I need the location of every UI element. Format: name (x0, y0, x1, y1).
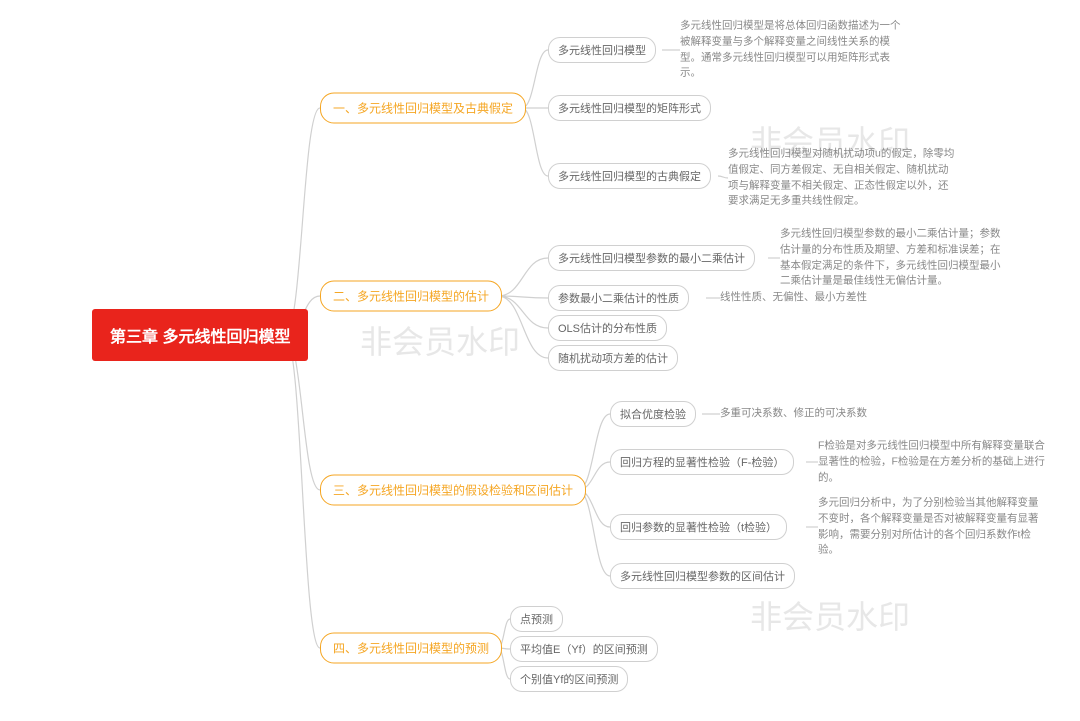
leaf-node[interactable]: OLS估计的分布性质 (548, 315, 667, 341)
note-text: 多元线性回归模型对随机扰动项u的假定，除零均值假定、同方差假定、无自相关假定、随… (728, 147, 958, 210)
note-text: 多元线性回归模型是将总体回归函数描述为一个被解释变量与多个解释变量之间线性关系的… (680, 19, 910, 82)
connector-edge (285, 335, 320, 648)
branch-node[interactable]: 三、多元线性回归模型的假设检验和区间估计 (320, 475, 586, 506)
leaf-node[interactable]: 回归参数的显著性检验（t检验） (610, 514, 787, 540)
connector-edge (498, 296, 548, 328)
note-text: F检验是对多元线性回归模型中所有解释变量联合显著性的检验，F检验是在方差分析的基… (818, 438, 1048, 485)
branch-node[interactable]: 一、多元线性回归模型及古典假定 (320, 93, 526, 124)
root-node[interactable]: 第三章 多元线性回归模型 (92, 309, 308, 361)
leaf-node[interactable]: 多元线性回归模型的矩阵形式 (548, 95, 711, 121)
leaf-node[interactable]: 随机扰动项方差的估计 (548, 345, 678, 371)
connector-edge (522, 108, 548, 176)
connector-edge (285, 108, 320, 335)
leaf-node[interactable]: 拟合优度检验 (610, 401, 696, 427)
connector-edge (498, 296, 548, 358)
leaf-node[interactable]: 个别值Yf的区间预测 (510, 666, 628, 692)
leaf-node[interactable]: 回归方程的显著性检验（F-检验） (610, 449, 794, 475)
watermark-text: 非会员水印 (360, 317, 520, 363)
leaf-node[interactable]: 参数最小二乘估计的性质 (548, 285, 689, 311)
leaf-node[interactable]: 多元线性回归模型参数的最小二乘估计 (548, 245, 755, 271)
branch-node[interactable]: 四、多元线性回归模型的预测 (320, 633, 502, 664)
branch-node[interactable]: 二、多元线性回归模型的估计 (320, 281, 502, 312)
note-text: 多元回归分析中，为了分别检验当其他解释变量不变时，各个解释变量是否对被解释变量有… (818, 496, 1048, 559)
note-text: 多元线性回归模型参数的最小二乘估计量；参数估计量的分布性质及期望、方差和标准误差… (780, 227, 1010, 290)
connector-edge (498, 258, 548, 296)
leaf-node[interactable]: 多元线性回归模型 (548, 37, 656, 63)
connector-edge (522, 50, 548, 108)
note-text: 多重可决系数、修正的可决系数 (720, 406, 867, 422)
leaf-node[interactable]: 多元线性回归模型参数的区间估计 (610, 563, 795, 589)
leaf-node[interactable]: 平均值E（Yf）的区间预测 (510, 636, 658, 662)
leaf-node[interactable]: 点预测 (510, 606, 563, 632)
connector-edge (718, 176, 728, 178)
connector-edge (578, 490, 610, 576)
connector-edge (498, 296, 548, 298)
mindmap-canvas: 第三章 多元线性回归模型 非会员水印非会员水印非会员水印一、多元线性回归模型及古… (0, 0, 1080, 721)
leaf-node[interactable]: 多元线性回归模型的古典假定 (548, 163, 711, 189)
note-text: 线性性质、无偏性、最小方差性 (720, 290, 867, 306)
watermark-text: 非会员水印 (750, 592, 910, 638)
